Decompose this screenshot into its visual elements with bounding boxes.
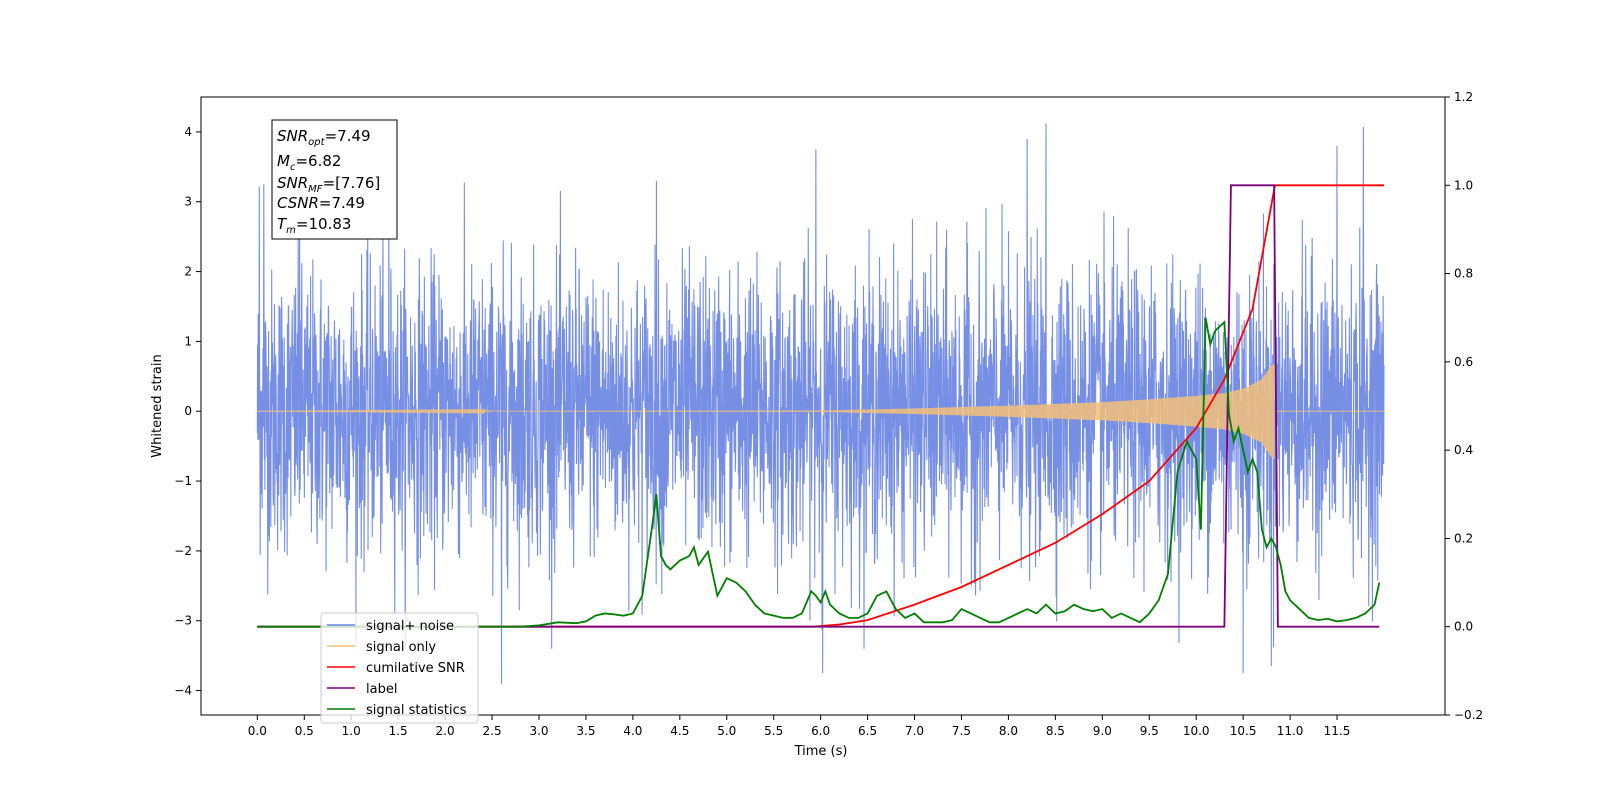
x-tick-label: 6.0 <box>811 724 830 738</box>
x-tick-label: 0.5 <box>295 724 314 738</box>
x-tick-label: 9.0 <box>1093 724 1112 738</box>
legend-label: cumilative SNR <box>366 661 465 676</box>
x-tick-label: 2.0 <box>436 724 455 738</box>
y-axis-label: Whitened strain <box>150 354 165 457</box>
y2-tick-label: 1.2 <box>1454 90 1473 104</box>
y-tick-label: 4 <box>184 125 192 139</box>
x-axis-ticks: 0.0 0.5 1.0 1.5 2.0 2.5 3.0 3.5 4.0 4.5 5.0 5.5 6.0 6… <box>248 715 1351 738</box>
y-tick-label: −2 <box>174 544 192 558</box>
x-tick-label: 8.0 <box>999 724 1018 738</box>
plot-area-frame <box>200 96 1446 716</box>
legend-label: signal+ noise <box>366 619 454 634</box>
y-tick-label: 3 <box>184 195 192 209</box>
x-tick-label: 1.0 <box>342 724 361 738</box>
series-signal-only <box>257 363 1384 459</box>
y2-tick-label: −0.2 <box>1454 708 1483 722</box>
x-tick-label: 2.5 <box>483 724 502 738</box>
y2-axis-ticks: 1.2 1.0 0.8 0.6 0.4 0.2 0.0 −0.2 <box>1445 90 1483 722</box>
stat-snr-opt: SNRopt=7.49 <box>277 127 371 148</box>
series-layer <box>256 123 1385 684</box>
y2-tick-label: 1.0 <box>1454 178 1473 192</box>
x-tick-label: 0.0 <box>248 724 267 738</box>
x-tick-label: 4.0 <box>623 724 642 738</box>
x-axis-label: Time (s) <box>794 744 848 759</box>
y2-tick-label: 0.2 <box>1454 531 1473 545</box>
stat-mc: Mc=6.82 <box>277 152 341 173</box>
x-tick-label: 5.0 <box>717 724 736 738</box>
legend: signal+ noise signal only cumilative SNR la… <box>320 612 479 724</box>
x-tick-label: 4.5 <box>670 724 689 738</box>
y2-tick-label: 0.6 <box>1454 355 1473 369</box>
x-tick-label: 1.5 <box>389 724 408 738</box>
x-tick-label: 3.5 <box>576 724 595 738</box>
series-label <box>257 184 1380 628</box>
series-cumilative-snr <box>257 184 1384 628</box>
y2-tick-label: 0.4 <box>1454 443 1473 457</box>
x-tick-label: 3.0 <box>529 724 548 738</box>
y2-tick-label: 0.0 <box>1454 620 1473 634</box>
x-tick-label: 5.5 <box>764 724 783 738</box>
y-tick-label: 2 <box>184 265 192 279</box>
legend-label: label <box>366 682 397 697</box>
x-tick-label: 11.5 <box>1324 724 1351 738</box>
stats-box: SNRopt=7.49 Mc=6.82 SNRMF=[7.76] CSNR=7.… <box>271 119 398 240</box>
x-tick-label: 7.0 <box>905 724 924 738</box>
legend-label: signal only <box>366 640 436 655</box>
x-tick-label: 8.5 <box>1046 724 1065 738</box>
x-tick-label: 11.0 <box>1277 724 1304 738</box>
series-signal-statistics <box>257 317 1381 628</box>
y-tick-label: −1 <box>174 474 192 488</box>
x-tick-label: 10.0 <box>1183 724 1210 738</box>
stat-snr-mf: SNRMF=[7.76] <box>277 174 380 195</box>
y2-tick-label: 0.8 <box>1454 267 1473 281</box>
x-tick-label: 6.5 <box>858 724 877 738</box>
y-axis-ticks: 4 3 2 1 0 −1 −2 −3 −4 <box>174 125 201 698</box>
x-tick-label: 10.5 <box>1230 724 1257 738</box>
stat-csnr: CSNR=7.49 <box>277 194 365 212</box>
y-tick-label: 1 <box>184 334 192 348</box>
y-tick-label: 0 <box>184 404 192 418</box>
x-tick-label: 9.5 <box>1140 724 1159 738</box>
legend-label: signal statistics <box>366 703 467 718</box>
x-tick-label: 7.5 <box>952 724 971 738</box>
y-tick-label: −4 <box>174 684 192 698</box>
stat-tm: Tm=10.83 <box>277 215 351 236</box>
y-tick-label: −3 <box>174 614 192 628</box>
